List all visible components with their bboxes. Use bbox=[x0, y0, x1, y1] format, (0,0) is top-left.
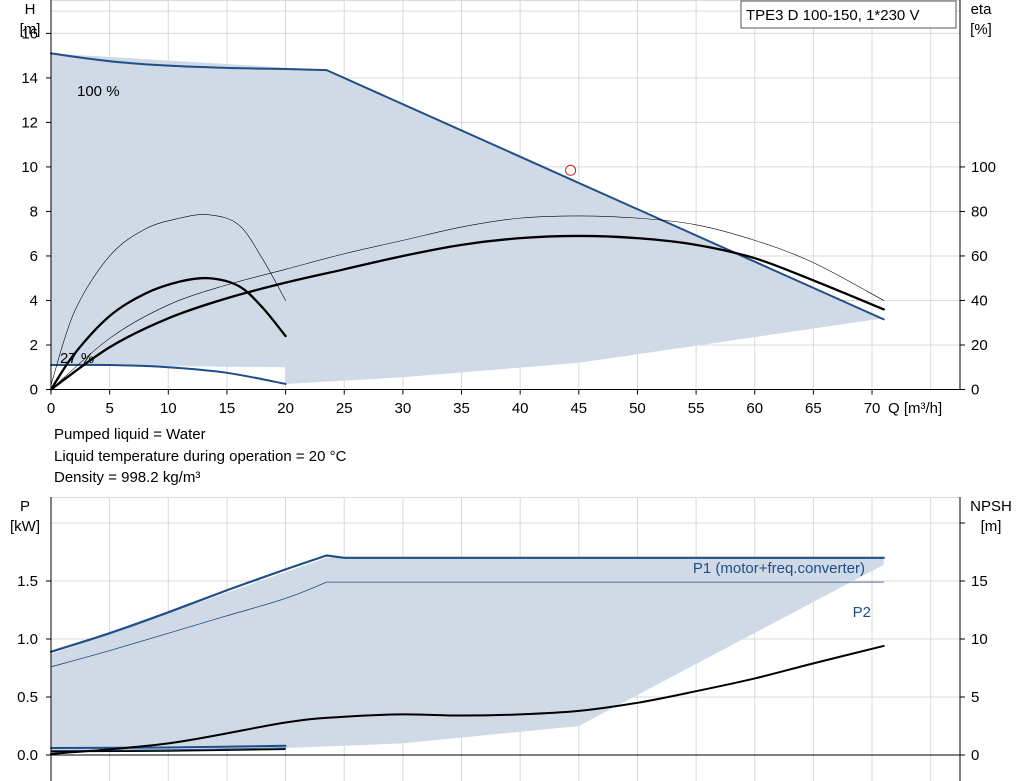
q-tick-label: 65 bbox=[805, 400, 822, 417]
p-tick-label: 1.0 bbox=[17, 631, 38, 648]
q-axis-label: Q [m³/h] bbox=[888, 400, 942, 417]
h-tick-label: 8 bbox=[30, 203, 38, 220]
p1-min-curve bbox=[50, 744, 287, 750]
q-tick-label: 50 bbox=[629, 400, 646, 417]
eta-tick-label: 80 bbox=[971, 203, 988, 220]
eta-100-thin-curve bbox=[50, 215, 885, 390]
q-tick-label: 60 bbox=[746, 400, 763, 417]
h-tick-label: 16 bbox=[21, 25, 38, 42]
pumped-liquid-text: Pumped liquid = Water bbox=[54, 426, 206, 443]
q-tick-label: 45 bbox=[570, 400, 587, 417]
npsh-curve bbox=[50, 644, 885, 755]
head-max-curve bbox=[50, 52, 885, 321]
head-chart: 0 5 10 15 20 25 30 35 40 45 50 55 60 65 70 0 2 4 6 8 10 12 14 1… bbox=[20, 0, 996, 417]
npsh-tick-label: 15 bbox=[971, 573, 988, 590]
eta-100-thick-curve bbox=[49, 234, 885, 391]
q-tick-label: 10 bbox=[160, 400, 177, 417]
q-tick-label: 30 bbox=[395, 400, 412, 417]
q-tick-label: 35 bbox=[453, 400, 470, 417]
npsh-tick-label: 5 bbox=[971, 689, 979, 706]
h-tick-label: 10 bbox=[21, 159, 38, 176]
h-tick-label: 6 bbox=[30, 248, 38, 265]
duty-point-marker bbox=[565, 164, 577, 176]
q-tick-label: 25 bbox=[336, 400, 353, 417]
liquid-temperature-text: Liquid temperature during operation = 20… bbox=[54, 448, 347, 465]
power-chart: 0.0 0.5 1.0 1.5 0 5 10 15 P [kW] NPSH [m] P1 (m… bbox=[10, 497, 1012, 781]
head-curves bbox=[49, 52, 885, 391]
eta-27-thin-curve bbox=[50, 214, 286, 386]
eta-tick-label: 100 bbox=[971, 159, 996, 176]
q-tick-label: 55 bbox=[688, 400, 705, 417]
q-tick-label: 20 bbox=[277, 400, 294, 417]
npsh-axis-unit: [m] bbox=[981, 518, 1002, 535]
q-tick-label: 70 bbox=[864, 400, 881, 417]
npsh-min-curve bbox=[50, 748, 286, 753]
eta-tick-label: 40 bbox=[971, 292, 988, 309]
speed-27-label: 27 % bbox=[60, 350, 94, 367]
p-tick-label: 0.0 bbox=[17, 747, 38, 764]
npsh-tick-label: 0 bbox=[971, 747, 979, 764]
eta-tick-label: 60 bbox=[971, 248, 988, 265]
head-axis-ticks: 0 5 10 15 20 25 30 35 40 45 50 55 60 65 70 0 2 4 6 8 10 12 14 1… bbox=[21, 25, 996, 417]
eta-axis-unit: [%] bbox=[970, 21, 992, 38]
eta-tick-label: 20 bbox=[971, 337, 988, 354]
p-axis-unit: [kW] bbox=[10, 518, 40, 535]
p1-series-label: P1 (motor+freq.converter) bbox=[693, 560, 865, 577]
q-tick-label: 5 bbox=[105, 400, 113, 417]
density-text: Density = 998.2 kg/m³ bbox=[54, 469, 200, 486]
h-tick-label: 14 bbox=[21, 70, 38, 87]
p2-min-curve bbox=[50, 747, 287, 751]
eta-27-thick-curve bbox=[49, 276, 287, 391]
p2-series-label: P2 bbox=[853, 604, 871, 621]
liquid-conditions: Pumped liquid = Water Liquid temperature… bbox=[54, 426, 347, 486]
h-tick-label: 2 bbox=[30, 337, 38, 354]
h-axis-label: H bbox=[25, 1, 36, 18]
p-tick-label: 1.5 bbox=[17, 573, 38, 590]
npsh-axis-label: NPSH bbox=[970, 498, 1012, 515]
power-curves bbox=[49, 554, 885, 755]
p-tick-label: 0.5 bbox=[17, 689, 38, 706]
q-tick-label: 0 bbox=[47, 400, 55, 417]
power-axis-ticks: 0.0 0.5 1.0 1.5 0 5 10 15 bbox=[17, 522, 988, 764]
h-tick-label: 0 bbox=[30, 382, 38, 399]
speed-100-label: 100 % bbox=[77, 83, 120, 100]
h-tick-label: 12 bbox=[21, 114, 38, 131]
p1-max-curve bbox=[49, 554, 885, 653]
eta-tick-label: 0 bbox=[971, 382, 979, 399]
p-axis-label: P bbox=[20, 498, 30, 515]
h-axis-unit: [m] bbox=[20, 21, 41, 38]
h-tick-label: 4 bbox=[30, 292, 38, 309]
title-box bbox=[740, 0, 957, 29]
head-min-curve bbox=[50, 363, 287, 385]
npsh-tick-label: 10 bbox=[971, 631, 988, 648]
q-tick-label: 15 bbox=[219, 400, 236, 417]
p2-max-curve bbox=[50, 581, 885, 668]
eta-axis-label: eta bbox=[971, 1, 993, 18]
q-tick-label: 40 bbox=[512, 400, 529, 417]
power-range-area bbox=[51, 557, 884, 750]
chart-title: TPE3 D 100-150, 1*230 V bbox=[746, 7, 919, 24]
operating-range-area bbox=[51, 53, 884, 384]
